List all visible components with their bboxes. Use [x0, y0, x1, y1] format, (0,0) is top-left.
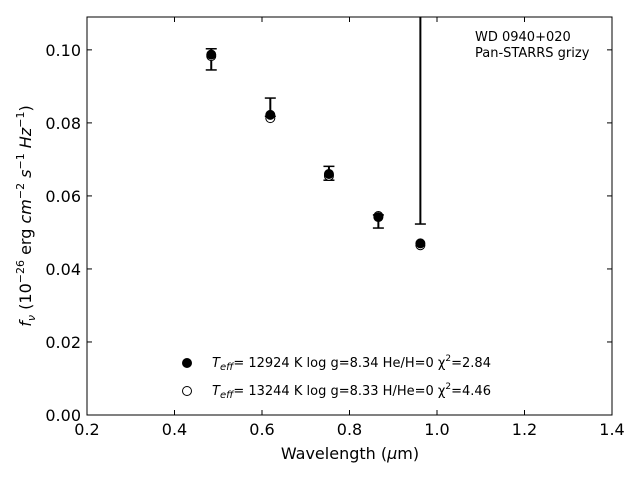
- annotation-line-1: WD 0940+020: [475, 30, 571, 45]
- model-point-filled: [373, 212, 384, 223]
- legend-marker-filled: [182, 358, 192, 368]
- error-bars: [205, 17, 426, 229]
- legend-label-2: Teff= 13244 K log g=8.33 H/He=0 χ2=4.46: [212, 382, 491, 401]
- y-tick-label: 0.02: [45, 333, 81, 352]
- y-tick-label: 0.04: [45, 260, 81, 279]
- data-points: [206, 49, 426, 251]
- y-tick-label: 0.08: [45, 114, 81, 133]
- model-point-filled: [206, 49, 217, 60]
- legend-marker-open: [182, 386, 192, 396]
- x-tick-label: 1.0: [424, 420, 449, 439]
- axis-ticks: 0.2 0.4 0.6 0.8 1.0 1.2 1.4 0.00 0.02 0.04 0.06 0.0…: [45, 17, 625, 439]
- y-tick-label: 0.06: [45, 187, 81, 206]
- y-tick-label: 0.10: [45, 41, 81, 60]
- legend-label-1: Teff= 12924 K log g=8.34 He/H=0 χ2=2.84: [212, 354, 491, 373]
- x-tick-label: 1.2: [512, 420, 537, 439]
- x-tick-label: 0.6: [249, 420, 274, 439]
- y-axis-title: fν (10−26 erg cm−2 s−1 Hz−1): [14, 105, 38, 326]
- model-point-filled: [323, 169, 334, 180]
- model-point-filled: [265, 109, 276, 120]
- model-point-filled: [415, 238, 426, 249]
- x-tick-label: 1.4: [599, 420, 624, 439]
- x-tick-label: 0.2: [74, 420, 99, 439]
- x-tick-label: 0.4: [162, 420, 187, 439]
- legend: Teff= 12924 K log g=8.34 He/H=0 χ2=2.84 …: [182, 354, 491, 401]
- annotation-line-2: Pan-STARRS grizy: [475, 46, 590, 61]
- x-axis-title: Wavelength (μm): [281, 444, 419, 463]
- x-tick-label: 0.8: [337, 420, 362, 439]
- y-tick-label: 0.00: [45, 406, 81, 425]
